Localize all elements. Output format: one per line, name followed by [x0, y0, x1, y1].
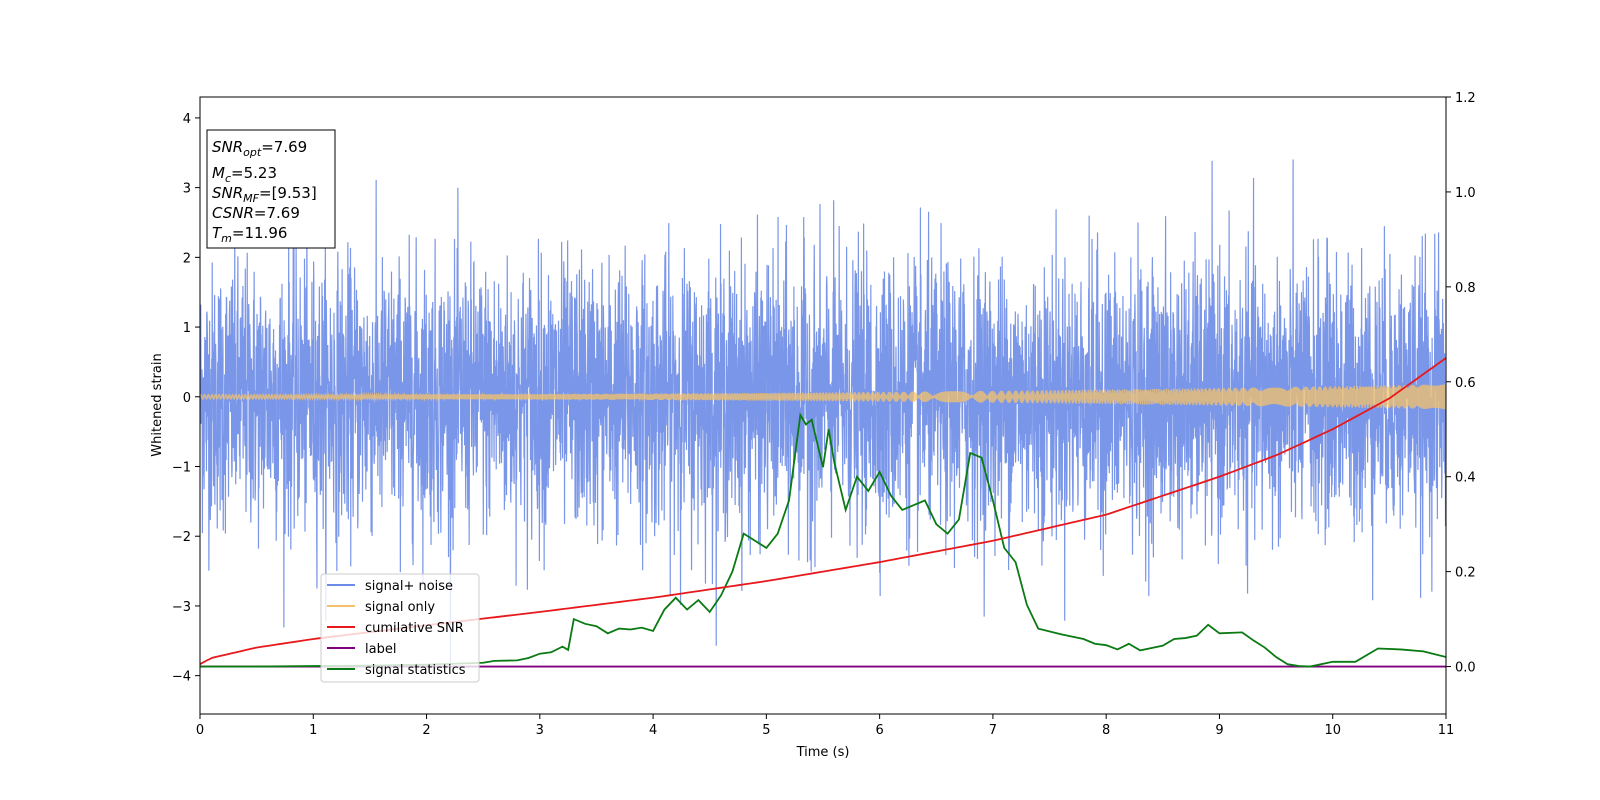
x-tick-label: 9 — [1215, 723, 1223, 738]
signal-statistics-line — [200, 412, 1446, 668]
y2-tick-label: 0.0 — [1455, 661, 1476, 676]
info-csnr: CSNR=7.69 — [212, 204, 300, 222]
y2-tick-label: 0.4 — [1455, 471, 1476, 486]
y-tick-label: −1 — [172, 461, 191, 476]
y-tick-label: −4 — [172, 670, 191, 685]
info-mc: Mc=5.23 — [212, 164, 277, 185]
y2-tick-label: 1.0 — [1455, 186, 1476, 201]
y2-tick-label: 0.2 — [1455, 566, 1476, 581]
y-tick-label: −2 — [172, 530, 191, 545]
signal-noise-line — [200, 159, 1446, 664]
legend: signal+ noise signal only cumilative SNR… — [320, 573, 480, 683]
y-tick-label: 2 — [183, 251, 191, 266]
x-tick-label: 0 — [196, 723, 204, 738]
y2-tick-label: 0.8 — [1455, 281, 1476, 296]
x-tick-label: 3 — [536, 723, 544, 738]
plot-frame — [199, 96, 1447, 715]
y2-tick-label: 0.6 — [1455, 376, 1476, 391]
signal-noise-series — [200, 159, 1446, 664]
x-tick-label: 11 — [1438, 723, 1455, 738]
legend-label-stat: signal statistics — [365, 663, 466, 678]
y-tick-label: 4 — [183, 112, 191, 127]
x-tick-label: 8 — [1102, 723, 1110, 738]
y-tick-label: −3 — [172, 600, 191, 615]
info-box: SNRopt=7.69 Mc=5.23 SNRMF=[9.53] CSNR=7.… — [206, 129, 336, 249]
x-tick-label: 7 — [989, 723, 997, 738]
legend-label-cum-snr: cumilative SNR — [365, 621, 464, 636]
signal-only-series — [200, 384, 1446, 410]
info-snr-mf: SNRMF=[9.53] — [212, 184, 317, 205]
legend-label-noise: signal+ noise — [365, 579, 453, 594]
y-axis-ticks: −4 −3 −2 −1 0 1 2 3 4 — [172, 112, 200, 685]
x-axis-ticks: 0 1 2 3 4 5 6 7 8 9 10 11 — [196, 714, 1454, 738]
info-snr-opt: SNRopt=7.69 — [212, 138, 307, 159]
legend-label-signal: signal only — [365, 600, 435, 615]
y2-axis-ticks: 0.0 0.2 0.4 0.6 0.8 1.0 1.2 — [1446, 91, 1476, 676]
y-tick-label: 1 — [183, 321, 191, 336]
legend-label-label: label — [365, 642, 396, 657]
info-tm: Tm=11.96 — [212, 224, 287, 245]
y-tick-label: 0 — [183, 391, 191, 406]
y2-tick-label: 1.2 — [1455, 91, 1476, 106]
x-tick-label: 6 — [875, 723, 883, 738]
x-tick-label: 10 — [1324, 723, 1341, 738]
y-tick-label: 3 — [183, 182, 191, 197]
signal-only-line — [200, 384, 1446, 410]
x-tick-label: 4 — [649, 723, 657, 738]
x-axis-label: Time (s) — [796, 745, 850, 760]
x-tick-label: 1 — [309, 723, 317, 738]
y-axis-label: Whitened strain — [150, 353, 165, 456]
x-tick-label: 5 — [762, 723, 770, 738]
x-tick-label: 2 — [422, 723, 430, 738]
